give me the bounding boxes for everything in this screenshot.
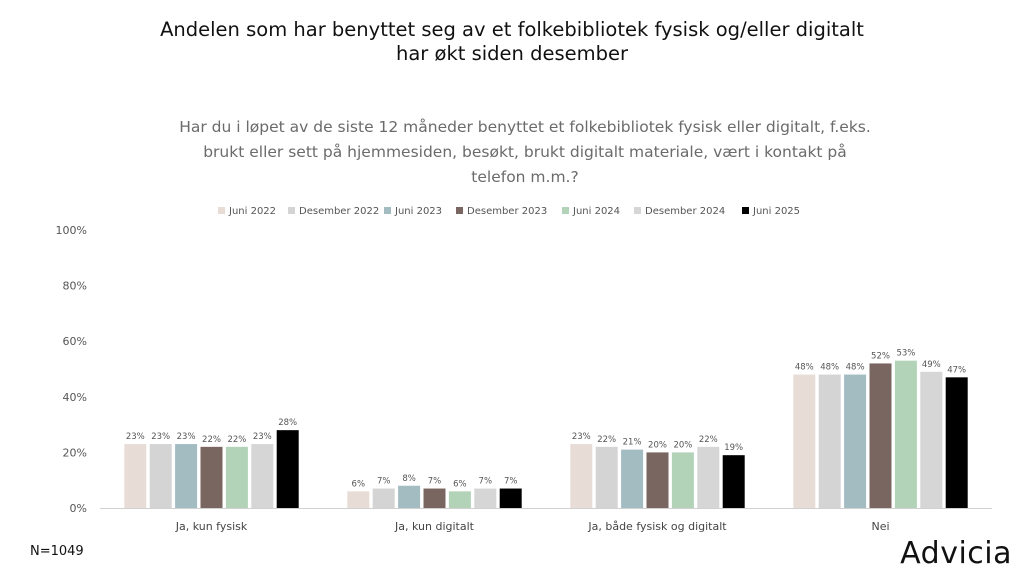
bar <box>818 374 841 508</box>
y-tick-label: 0% <box>70 502 87 515</box>
bar <box>570 444 593 508</box>
data-label: 49% <box>922 360 941 370</box>
bar <box>722 455 745 508</box>
bar <box>251 444 274 508</box>
chart-title-line-1: Andelen som har benyttet seg av et folke… <box>160 18 864 41</box>
bar <box>448 491 471 508</box>
survey-question-line-2: brukt eller sett på hjemmesiden, besøkt,… <box>203 143 847 161</box>
data-label: 23% <box>253 432 272 442</box>
sample-size-note: N=1049 <box>30 544 84 559</box>
survey-question-line-1: Har du i løpet av de siste 12 måneder be… <box>179 118 871 136</box>
bar <box>276 430 299 508</box>
x-category-label: Nei <box>871 520 889 533</box>
data-label: 19% <box>724 443 743 453</box>
bar <box>595 446 618 508</box>
data-label: 23% <box>151 432 170 442</box>
bar <box>225 446 248 508</box>
bar <box>124 444 147 508</box>
data-label: 6% <box>352 479 366 489</box>
legend-swatch <box>562 207 569 214</box>
data-label: 8% <box>402 474 416 484</box>
bar <box>894 360 917 508</box>
data-label: 22% <box>202 435 221 445</box>
data-label: 23% <box>177 432 196 442</box>
bar <box>621 449 644 508</box>
bar <box>474 488 497 508</box>
bar <box>920 371 943 508</box>
data-label: 7% <box>428 477 442 487</box>
data-label: 53% <box>896 349 915 359</box>
y-tick-label: 80% <box>63 280 87 293</box>
y-tick-label: 60% <box>63 335 87 348</box>
bar <box>671 452 694 508</box>
bar <box>844 374 867 508</box>
data-label: 22% <box>699 435 718 445</box>
data-label: 23% <box>126 432 145 442</box>
x-category-label: Ja, både fysisk og digitalt <box>587 520 727 533</box>
legend-label: Juni 2024 <box>572 206 620 217</box>
legend-label: Desember 2023 <box>467 206 547 217</box>
data-label: 7% <box>377 477 391 487</box>
legend-label: Juni 2022 <box>228 206 276 217</box>
data-label: 52% <box>871 351 890 361</box>
data-label: 20% <box>673 440 692 450</box>
bar <box>646 452 669 508</box>
data-label: 21% <box>623 438 642 448</box>
bar <box>200 446 223 508</box>
data-label: 7% <box>504 477 518 487</box>
data-label: 22% <box>227 435 246 445</box>
legend-swatch <box>384 207 391 214</box>
legend-label: Juni 2023 <box>394 206 442 217</box>
chart-title: Andelen som har benyttet seg av et folke… <box>0 18 1024 66</box>
legend-label: Desember 2022 <box>299 206 379 217</box>
data-label: 48% <box>820 363 839 373</box>
bar <box>945 377 968 508</box>
bar <box>398 485 421 508</box>
data-label: 20% <box>648 440 667 450</box>
data-label: 6% <box>453 479 467 489</box>
bar <box>175 444 198 508</box>
brand-logo: Advicia <box>900 536 1012 571</box>
x-category-label: Ja, kun fysisk <box>175 520 248 533</box>
bar <box>793 374 816 508</box>
bar <box>347 491 370 508</box>
data-label: 7% <box>479 477 493 487</box>
legend-label: Desember 2024 <box>645 206 725 217</box>
survey-question: Har du i løpet av de siste 12 måneder be… <box>130 115 920 190</box>
data-label: 22% <box>597 435 616 445</box>
data-label: 23% <box>572 432 591 442</box>
y-tick-label: 20% <box>63 446 87 459</box>
x-category-label: Ja, kun digitalt <box>394 520 475 533</box>
data-label: 28% <box>278 418 297 428</box>
bar <box>423 488 446 508</box>
data-label: 48% <box>795 363 814 373</box>
survey-question-line-3: telefon m.m.? <box>471 168 579 186</box>
legend-swatch <box>218 207 225 214</box>
bar <box>697 446 720 508</box>
legend-swatch <box>456 207 463 214</box>
data-label: 47% <box>947 365 966 375</box>
legend-swatch <box>742 207 749 214</box>
chart-title-line-2: har økt siden desember <box>395 42 629 65</box>
bar <box>869 363 892 508</box>
bar <box>149 444 172 508</box>
legend-label: Juni 2025 <box>752 206 800 217</box>
data-label: 48% <box>846 363 865 373</box>
y-tick-label: 100% <box>56 224 87 237</box>
bar <box>499 488 522 508</box>
legend-swatch <box>288 207 295 214</box>
bar <box>372 488 395 508</box>
legend-swatch <box>634 207 641 214</box>
y-tick-label: 40% <box>63 391 87 404</box>
